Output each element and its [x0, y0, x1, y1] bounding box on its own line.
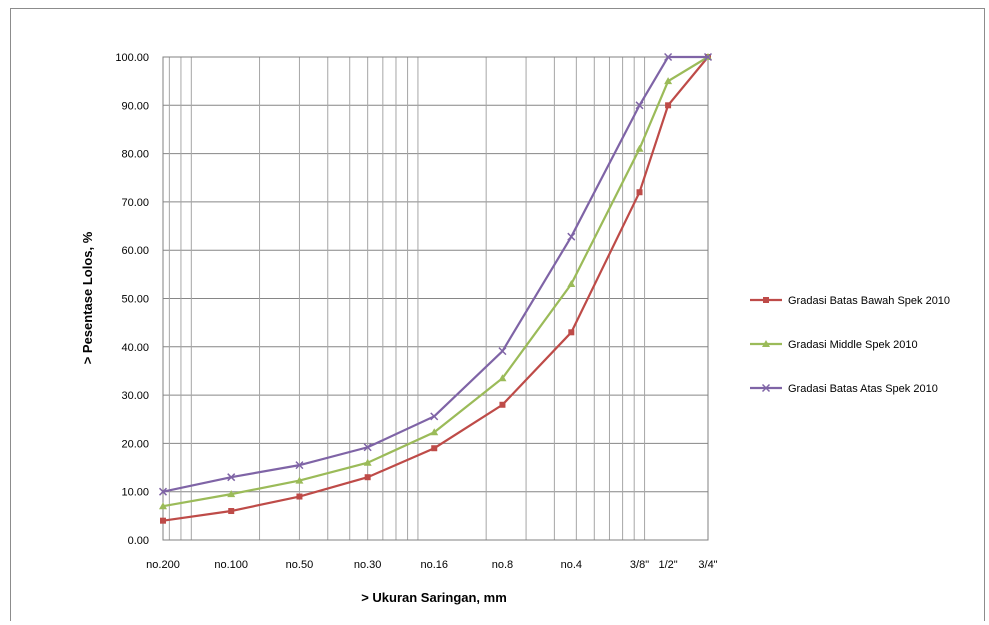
data-point [665, 102, 672, 109]
x-tick-label: no.30 [354, 559, 382, 571]
legend-label: Gradasi Batas Bawah Spek 2010 [788, 295, 950, 307]
series-batas-atas [158, 52, 713, 496]
legend-item-middle: Gradasi Middle Spek 2010 [750, 339, 918, 351]
series-layer [158, 52, 713, 524]
data-point [567, 280, 576, 288]
data-point [635, 144, 644, 152]
y-tick-label: 40.00 [121, 342, 149, 354]
data-point [635, 101, 644, 110]
data-point [363, 443, 372, 452]
chart-frame [10, 8, 985, 621]
x-tick-label: no.4 [561, 559, 582, 571]
x-axis-ticks: no.200 no.100 no.50 no.30 no.16 no.8 no.4 3/8" 1… [146, 559, 718, 571]
x-tick-label: no.200 [146, 559, 180, 571]
y-tick-label: 0.00 [128, 535, 149, 547]
x-tick-label: 3/4" [698, 559, 717, 571]
series-line-middle [162, 56, 709, 508]
data-point [498, 374, 507, 382]
data-point [295, 461, 304, 470]
legend-marker [761, 383, 771, 393]
legend-marker [762, 340, 770, 347]
y-tick-label: 20.00 [121, 438, 149, 450]
data-point [664, 52, 673, 62]
data-point [431, 445, 438, 452]
data-point [159, 502, 167, 510]
data-point [227, 490, 236, 498]
data-point [636, 189, 643, 196]
x-tick-label: no.50 [286, 559, 314, 571]
legend-label: Gradasi Middle Spek 2010 [788, 339, 918, 351]
data-point [499, 401, 506, 408]
y-tick-label: 70.00 [121, 197, 149, 209]
data-point [296, 493, 303, 500]
data-point [430, 428, 439, 436]
series-middle [159, 53, 712, 510]
data-point [664, 77, 673, 85]
y-tick-label: 100.00 [115, 52, 149, 64]
series-batas-bawah [160, 54, 711, 524]
data-point [364, 474, 371, 481]
legend-label: Gradasi Batas Atas Spek 2010 [788, 383, 938, 395]
data-point [703, 52, 713, 62]
y-tick-label: 90.00 [121, 100, 149, 112]
series-line-batas-atas [162, 55, 708, 493]
data-point [228, 508, 235, 515]
x-tick-label: 3/8" [630, 559, 649, 571]
x-tick-label: no.16 [420, 559, 448, 571]
legend-item-batas-atas: Gradasi Batas Atas Spek 2010 [750, 383, 938, 395]
y-tick-label: 10.00 [121, 487, 149, 499]
data-point [158, 487, 168, 496]
data-point [295, 476, 304, 484]
data-point [430, 412, 439, 421]
x-tick-label: 1/2" [658, 559, 677, 571]
series-line-batas-bawah [162, 56, 709, 522]
data-point [363, 458, 372, 466]
y-axis-ticks: 0.00 10.00 20.00 30.00 40.00 50.00 60.00 70.00 8… [115, 52, 149, 547]
x-tick-label: no.8 [492, 559, 513, 571]
legend: Gradasi Batas Bawah Spek 2010 Gradasi Mid… [750, 295, 950, 395]
x-tick-label: no.100 [214, 559, 248, 571]
plot-area [162, 56, 709, 541]
y-axis-title: > Pesentase Lolos, % [80, 231, 95, 364]
legend-item-batas-bawah: Gradasi Batas Bawah Spek 2010 [750, 295, 950, 307]
data-point [568, 329, 575, 336]
y-tick-label: 60.00 [121, 245, 149, 257]
data-point [160, 517, 166, 524]
x-axis-title: > Ukuran Saringan, mm [361, 590, 507, 605]
data-point [567, 232, 576, 241]
data-point [498, 347, 507, 356]
legend-marker [763, 297, 769, 303]
y-tick-label: 80.00 [121, 149, 149, 161]
y-tick-label: 30.00 [121, 390, 149, 402]
y-tick-label: 50.00 [121, 294, 149, 306]
data-point [227, 473, 236, 482]
